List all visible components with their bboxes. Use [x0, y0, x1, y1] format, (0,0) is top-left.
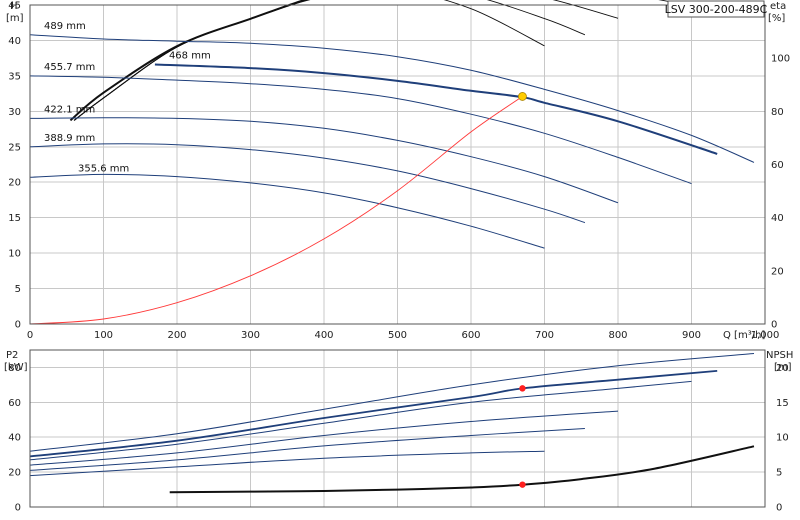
x-tick-label: 900: [682, 330, 701, 341]
head-curve-label: 455.7 mm: [44, 62, 95, 73]
npsh-axis-name: NPSH: [766, 350, 793, 361]
p2-tick-label: 40: [8, 433, 21, 444]
top-series: 489 mm 468 mm 455.7 mm 422.1 mm 388.9 mm 355.…: [29, 0, 755, 325]
eta-axis-unit: [%]: [768, 13, 785, 24]
h-tick-label: 25: [8, 142, 21, 153]
head-curve: [29, 117, 619, 204]
power-curve: [29, 450, 545, 477]
x-tick-label: 300: [241, 330, 260, 341]
top-grid: [29, 4, 766, 325]
x-tick-label: 1,000: [751, 330, 780, 341]
p2-axis-name: P2: [6, 350, 18, 361]
h-tick-label: 45: [8, 1, 21, 12]
title-box: LSV 300-200-489C: [665, 0, 768, 18]
npsh-duty-point: [519, 481, 526, 488]
power-duty-point: [519, 385, 526, 392]
bottom-series: [29, 353, 755, 494]
npsh-tick-label: 20: [776, 363, 789, 374]
head-curve-label: 355.6 mm: [78, 163, 129, 174]
eta-tick-label: 0: [771, 320, 777, 331]
power-curve: [29, 410, 619, 466]
head-curve: [29, 143, 586, 224]
npsh-axis-unit: [m]: [774, 362, 792, 373]
eta-tick-label: 100: [771, 54, 790, 65]
p2-tick-label: 0: [15, 503, 21, 514]
x-tick-label: 500: [388, 330, 407, 341]
h-tick-label: 0: [15, 320, 21, 331]
h-tick-label: 40: [8, 36, 21, 47]
x-tick-label: 700: [535, 330, 554, 341]
x-tick-label: 100: [94, 330, 113, 341]
head-curve-label: 468 mm: [169, 51, 211, 62]
top-plot-frame: [29, 4, 766, 325]
bottom-axis-ticks: 0 20 40 60 80 0 5 10 15 20: [8, 363, 788, 514]
eta-tick-label: 40: [771, 213, 784, 224]
head-curve-label: 388.9 mm: [44, 133, 95, 144]
npsh-tick-label: 0: [776, 503, 782, 514]
q-axis-label: Q [m³/h]: [723, 330, 765, 341]
head-curve: [154, 63, 718, 155]
duty-point: [518, 92, 527, 101]
eta-curve: [73, 0, 692, 121]
power-curve: [29, 353, 755, 452]
x-tick-label: 200: [167, 330, 186, 341]
power-curve: [29, 428, 585, 471]
x-tick-label: 0: [27, 330, 33, 341]
x-tick-label: 600: [461, 330, 480, 341]
p2-axis-unit: [kW]: [4, 362, 28, 373]
h-tick-label: 20: [8, 178, 21, 189]
h-tick-label: 10: [8, 249, 21, 260]
x-tick-label: 800: [608, 330, 627, 341]
h-tick-label: 5: [15, 284, 21, 295]
eta-curve: [73, 0, 545, 121]
eta-tick-label: 80: [771, 107, 784, 118]
power-curve: [29, 380, 692, 461]
eta-curve: [69, 0, 308, 122]
p2-tick-label: 60: [8, 398, 21, 409]
npsh-curve: [169, 445, 755, 494]
eta-axis-name: eta: [770, 1, 786, 12]
power-curve: [29, 370, 718, 458]
p2-tick-label: 80: [8, 363, 21, 374]
h-axis-unit: [m]: [6, 13, 24, 24]
head-curve: [29, 173, 545, 249]
npsh-tick-label: 15: [776, 398, 789, 409]
x-tick-label: 400: [314, 330, 333, 341]
h-axis-name: H: [10, 1, 18, 12]
h-tick-label: 30: [8, 107, 21, 118]
eta-tick-label: 20: [771, 266, 784, 277]
system-curve: [29, 96, 523, 325]
head-curve: [29, 34, 755, 163]
head-curve-label: 422.1 mm: [44, 104, 95, 115]
eta-tick-label: 60: [771, 160, 784, 171]
npsh-tick-label: 5: [776, 468, 782, 479]
head-curve: [29, 75, 692, 185]
head-curve-label: 489 mm: [44, 21, 86, 32]
h-tick-label: 35: [8, 71, 21, 82]
bottom-plot-frame: [29, 349, 766, 508]
chart-title: LSV 300-200-489C: [665, 3, 768, 16]
top-axis-ticks: 0 100 200 300 400 500 600 700 800 900 1,0000510152…: [8, 1, 790, 342]
p2-tick-label: 20: [8, 468, 21, 479]
npsh-tick-label: 10: [776, 433, 789, 444]
h-tick-label: 15: [8, 213, 21, 224]
